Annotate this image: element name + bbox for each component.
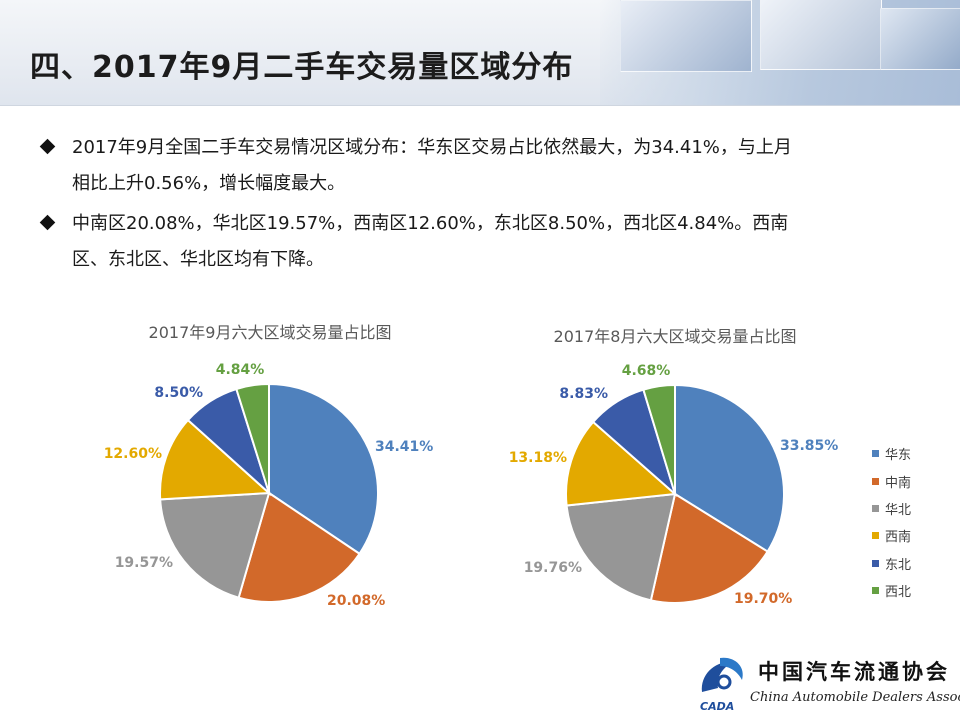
legend-label: 西南 <box>885 530 912 546</box>
pie-chart-aug: 33.85% 19.70% 19.76% 13.18% 8.83% 4.68% <box>509 363 839 607</box>
pie-slice <box>565 492 677 602</box>
diamond-bullet-icon <box>39 214 56 231</box>
bullet-text-line: 区、东北区、华北区均有下降。 <box>72 249 324 270</box>
pie-data-label: 19.76% <box>524 560 582 576</box>
pie-slice <box>159 491 271 599</box>
pie-slice <box>235 382 270 494</box>
pie-data-label: 4.68% <box>622 363 671 379</box>
pie-data-label: 13.18% <box>509 450 567 466</box>
legend-item: 华北 <box>872 495 911 522</box>
bullet-text-line: 中南区20.08%，华北区19.57%，西南区12.60%，东北区8.50%，西… <box>72 213 789 234</box>
legend-swatch <box>872 504 879 512</box>
logo-mark-text: CADA <box>700 700 734 713</box>
pie-slice <box>642 383 676 495</box>
decor-cube <box>620 0 752 72</box>
legend-swatch <box>872 450 879 458</box>
pie-chart-sep: 34.41% 20.08% 19.57% 12.60% 8.50% 4.84% <box>104 362 434 609</box>
pie-data-label: 20.08% <box>327 593 385 609</box>
pie-data-label: 33.85% <box>780 438 838 454</box>
page-title: 四、2017年9月二手车交易量区域分布 <box>30 50 574 85</box>
pie-data-label: 8.50% <box>154 385 203 401</box>
header-banner: 四、2017年9月二手车交易量区域分布 <box>0 0 960 106</box>
logo-chinese-name: 中国汽车流通协会 <box>758 659 950 684</box>
pie-data-label: 8.83% <box>559 386 608 402</box>
bullet-item: 中南区20.08%，华北区19.57%，西南区12.60%，东北区8.50%，西… <box>39 206 920 278</box>
bullet-text-line: 2017年9月全国二手车交易情况区域分布：华东区交易占比依然最大，为34.41%… <box>72 137 792 158</box>
decor-cube <box>760 0 882 70</box>
chart-title-aug: 2017年8月六大区域交易量占比图 <box>553 327 797 346</box>
legend-swatch <box>872 532 879 540</box>
legend-item: 西北 <box>872 577 911 604</box>
legend-swatch <box>872 477 879 485</box>
legend-label: 西北 <box>885 585 912 601</box>
pie-data-label: 19.70% <box>734 591 792 607</box>
pie-slice <box>159 418 272 501</box>
decor-cube <box>880 8 960 70</box>
legend-swatch <box>872 587 879 595</box>
legend-label: 华东 <box>885 448 912 464</box>
pie-slice <box>565 420 678 507</box>
cada-logo-icon: CADA <box>700 657 743 713</box>
legend-label: 华北 <box>885 502 912 518</box>
pie-data-label: 12.60% <box>104 446 162 462</box>
logo-english-name: China Automobile Dealers Association <box>750 690 960 705</box>
bullet-list: 2017年9月全国二手车交易情况区域分布：华东区交易占比依然最大，为34.41%… <box>39 130 920 282</box>
legend-label: 中南 <box>885 475 912 491</box>
legend-item: 西南 <box>872 522 911 549</box>
legend-item: 华东 <box>872 440 911 467</box>
association-logo: CADA 中国汽车流通协会 China Automobile Dealers A… <box>694 652 960 716</box>
diamond-bullet-icon <box>39 138 56 155</box>
pie-data-label: 19.57% <box>115 555 173 571</box>
chart-legend: 华东 中南 华北 西南 东北 西北 <box>872 440 911 604</box>
pie-slice <box>237 491 361 603</box>
bullet-text-line: 相比上升0.56%，增长幅度最大。 <box>72 173 346 194</box>
legend-label: 东北 <box>885 557 912 573</box>
pie-data-label: 34.41% <box>375 439 433 455</box>
bullet-item: 2017年9月全国二手车交易情况区域分布：华东区交易占比依然最大，为34.41%… <box>39 130 920 202</box>
legend-swatch <box>872 559 879 567</box>
legend-item: 东北 <box>872 550 911 577</box>
pie-slice <box>268 382 379 556</box>
pie-slice <box>649 492 769 604</box>
legend-item: 中南 <box>872 467 911 494</box>
pie-data-label: 4.84% <box>216 362 265 378</box>
chart-title-sep: 2017年9月六大区域交易量占比图 <box>148 323 392 342</box>
